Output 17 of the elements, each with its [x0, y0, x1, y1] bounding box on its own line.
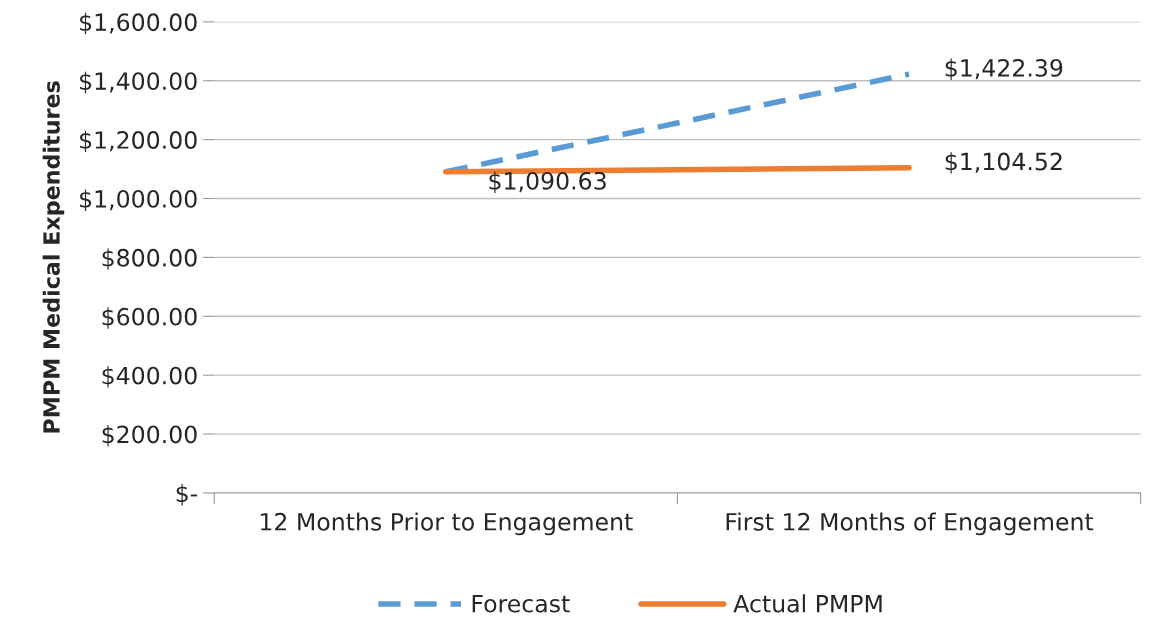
y-tick-label: $800.00 — [102, 248, 197, 270]
y-tick-label: $1,400.00 — [80, 71, 197, 94]
y-tick-label: $400.00 — [102, 366, 197, 388]
y-tick-label: $1,600.00 — [80, 12, 197, 35]
legend-label: Forecast — [472, 595, 570, 613]
y-tick-label: $1,200.00 — [80, 130, 197, 153]
y-axis-title: PMPM Medical Expenditures — [42, 81, 65, 433]
y-tick-label: $1,000.00 — [80, 189, 197, 211]
data-label: $1,104.52 — [945, 152, 1062, 174]
y-tick-label: $200.00 — [102, 425, 197, 447]
x-tick-label: First 12 Months of Engagement — [726, 512, 1094, 536]
data-label: $1,090.63 — [489, 171, 606, 193]
x-tick-label: 12 Months Prior to Engagement — [260, 512, 633, 536]
y-tick-label: $- — [176, 483, 198, 506]
data-label: $1,422.39 — [945, 58, 1063, 80]
y-tick-label: $600.00 — [102, 307, 197, 329]
legend-label: Actual PMPM — [733, 594, 882, 613]
